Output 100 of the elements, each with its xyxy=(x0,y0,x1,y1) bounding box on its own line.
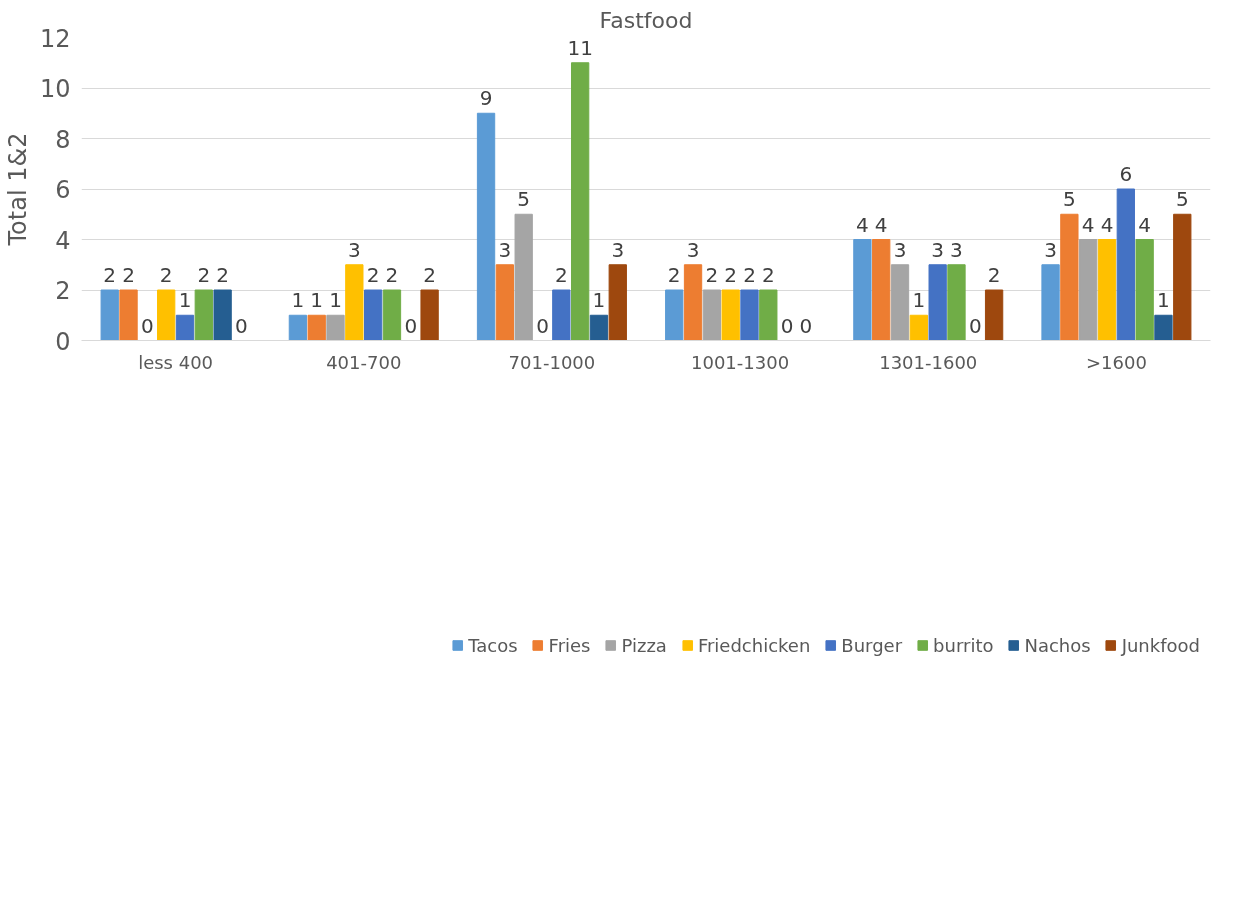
bar xyxy=(683,264,703,341)
y-tick-label: 12 xyxy=(39,24,71,53)
bar xyxy=(476,112,496,341)
bar xyxy=(1135,239,1154,341)
bar xyxy=(890,264,910,341)
data-label: 1 xyxy=(592,288,606,313)
data-label: 5 xyxy=(1063,187,1076,212)
data-label: 1 xyxy=(912,288,926,313)
legend-label: Fries xyxy=(548,634,591,656)
data-label: 3 xyxy=(498,237,512,262)
bar xyxy=(740,289,759,341)
data-label: 2 xyxy=(385,263,399,287)
y-tick-label: 4 xyxy=(55,226,71,255)
bar xyxy=(1079,239,1098,341)
bar xyxy=(364,289,383,341)
bar xyxy=(194,289,213,341)
data-label: 3 xyxy=(686,237,700,262)
data-label: 3 xyxy=(950,237,963,262)
bar xyxy=(157,289,176,341)
bar xyxy=(345,264,364,341)
x-tick-label: 401-700 xyxy=(326,351,402,373)
x-tick-label: >1600 xyxy=(1085,351,1147,373)
x-tick-label: less 400 xyxy=(138,351,214,373)
data-label: 2 xyxy=(366,263,380,287)
bar xyxy=(589,314,609,341)
data-label: 2 xyxy=(122,263,135,287)
bar xyxy=(853,239,872,341)
bar xyxy=(759,289,778,341)
data-label: 2 xyxy=(705,263,719,287)
y-tick-label: 10 xyxy=(39,75,71,103)
data-label: 3 xyxy=(347,237,361,262)
legend-label: Friedchicken xyxy=(697,634,811,656)
bar xyxy=(570,62,590,341)
data-label: 2 xyxy=(743,263,756,287)
bar xyxy=(420,289,439,341)
bar xyxy=(872,239,891,341)
bar xyxy=(909,314,928,341)
legend-label: Pizza xyxy=(621,634,667,656)
data-label: 2 xyxy=(159,263,173,287)
data-label: 6 xyxy=(1119,162,1133,186)
data-label: 2 xyxy=(761,263,775,287)
data-label: 5 xyxy=(517,187,531,212)
data-label: 2 xyxy=(724,263,738,287)
bar xyxy=(119,289,138,341)
data-label: 1 xyxy=(329,288,342,313)
bar xyxy=(1116,188,1135,341)
data-label: 2 xyxy=(103,263,117,287)
data-label: 4 xyxy=(874,212,888,237)
legend-label: Nachos xyxy=(1024,634,1091,656)
data-label: 11 xyxy=(567,35,593,60)
bar xyxy=(702,289,722,341)
y-tick-label: 8 xyxy=(55,125,71,154)
data-label: 5 xyxy=(1175,187,1189,212)
data-label: 2 xyxy=(216,263,229,287)
bar xyxy=(1060,213,1079,341)
bar xyxy=(288,314,308,341)
y-tick-label: 0 xyxy=(55,327,71,356)
data-label: 9 xyxy=(479,86,493,111)
bar xyxy=(984,289,1004,341)
data-label: 2 xyxy=(987,263,1001,287)
bar xyxy=(213,289,232,341)
bar xyxy=(100,289,119,341)
x-tick-label: 1301-1600 xyxy=(879,351,978,373)
bar xyxy=(514,213,533,341)
bar xyxy=(175,314,195,341)
data-label: 3 xyxy=(611,237,625,262)
x-tick-label: 1001-1300 xyxy=(691,351,790,373)
bar xyxy=(928,264,947,341)
bar xyxy=(1097,239,1117,341)
data-label: 0 xyxy=(968,313,982,338)
data-label: 1 xyxy=(178,288,192,313)
y-axis-title: Total 1&2 xyxy=(3,132,32,247)
data-label: 2 xyxy=(197,263,211,287)
y-tick-label: 2 xyxy=(55,277,71,305)
chart-title: Fastfood xyxy=(599,7,693,33)
data-label: 0 xyxy=(780,313,794,338)
data-label: 3 xyxy=(931,237,945,262)
legend-label: burrito xyxy=(933,634,994,656)
data-label: 2 xyxy=(554,263,568,287)
legend-label: Tacos xyxy=(468,634,518,656)
data-label: 1 xyxy=(291,288,305,313)
bar xyxy=(1041,264,1060,341)
bar xyxy=(1154,314,1173,341)
data-label: 4 xyxy=(1100,212,1114,237)
data-label: 2 xyxy=(667,263,681,287)
data-label: 1 xyxy=(1157,288,1170,313)
bar xyxy=(307,314,326,341)
data-label: 3 xyxy=(1044,237,1057,262)
data-label: 4 xyxy=(1081,212,1095,237)
bar xyxy=(326,314,345,341)
bar xyxy=(608,264,627,341)
data-label: 0 xyxy=(235,313,248,338)
legend-label: Junkfood xyxy=(1121,634,1200,656)
data-label: 0 xyxy=(799,313,813,338)
data-label: 0 xyxy=(404,313,418,338)
data-label: 4 xyxy=(1138,212,1152,237)
bar xyxy=(552,289,571,341)
data-label: 0 xyxy=(536,313,549,338)
legend-label: Burger xyxy=(841,634,903,656)
x-tick-label: 701-1000 xyxy=(508,351,596,373)
